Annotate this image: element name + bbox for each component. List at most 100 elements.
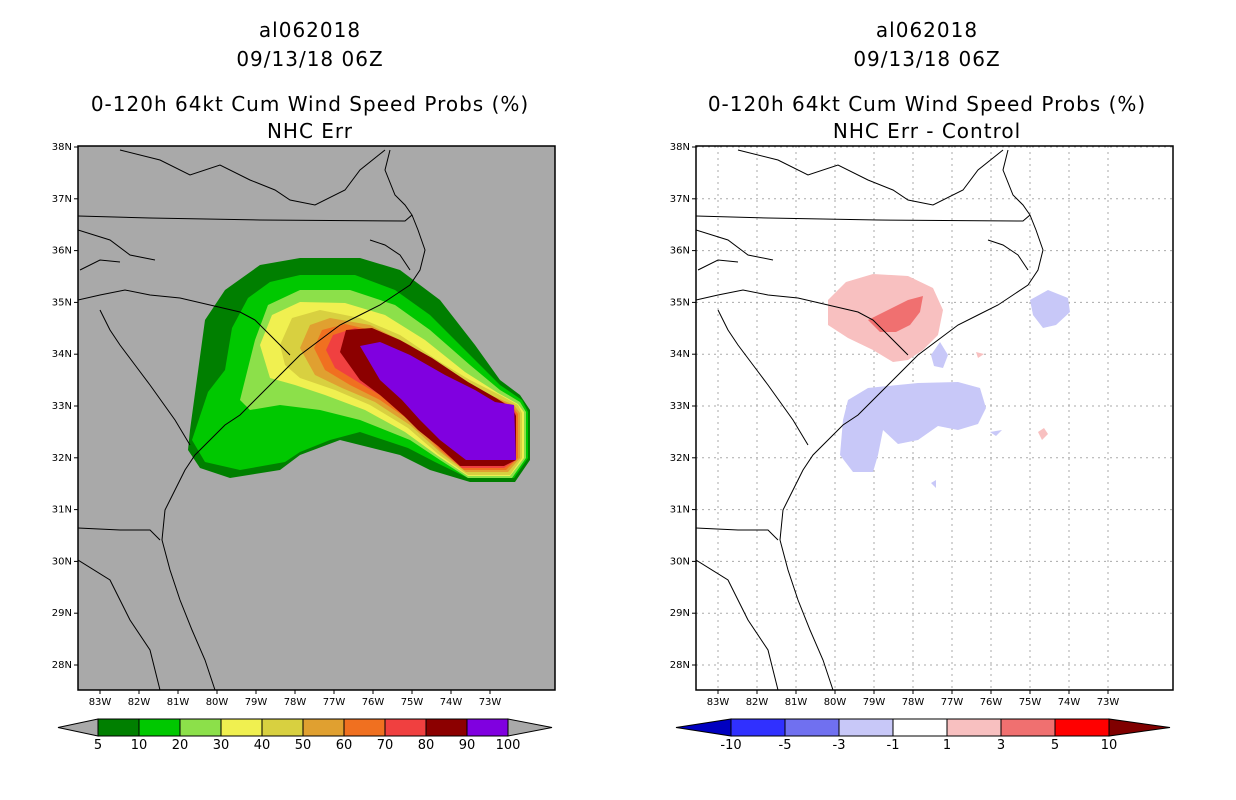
left-lon-label: 80W [206,697,229,708]
left-title-block: al062018 09/13/18 06Z 0-120h 64kt Cum Wi… [30,16,590,146]
left-colorbar-box [302,718,345,737]
left-colorbar-label: 100 [496,738,521,753]
right-colorbar-label: 1 [943,738,951,753]
left-lat-label: 38N [52,142,72,153]
right-lon-label: 75W [1019,697,1042,708]
left-colorbar-box [343,718,386,737]
left-colorbar-box [179,718,222,737]
left-lon-label: 83W [89,697,112,708]
left-lon-label: 79W [245,697,268,708]
left-lon-label: 82W [128,697,151,708]
left-colorbar-label: 30 [213,738,230,753]
right-colorbar-label: 3 [997,738,1005,753]
diff-neg-1c [931,342,948,368]
diff-neg-1a [840,382,986,472]
left-colorbar-label: 10 [131,738,148,753]
left-title-product: 0-120h 64kt Cum Wind Speed Probs (%) [90,92,530,116]
right-lat-label: 32N [670,453,690,464]
left-title-storm: al062018 [258,18,362,42]
left-lon-label: 81W [167,697,190,708]
right-colorbar-label: 10 [1101,738,1118,753]
diff-neg-1e [931,480,936,488]
diff-neg-1d [990,430,1002,436]
left-lon-label: 74W [440,697,463,708]
left-colorbar-label: 5 [94,738,102,753]
left-lon-label: 75W [401,697,424,708]
right-lat-label: 35N [670,297,690,308]
left-lat-label: 33N [52,401,72,412]
left-map: 38N 37N 36N 35N 34N 33N 32N 31N 30N 29N 28N 83W 82W… [52,142,556,753]
right-grid [696,146,1173,690]
left-lon-label: 77W [323,697,346,708]
right-diff-contours [828,274,1070,488]
right-colorbar: -10 -5 -3 -1 1 3 5 10 [675,718,1171,753]
right-map: 38N 37N 36N 35N 34N 33N 32N 31N 30N 29N 28N 83W 82W… [670,142,1174,753]
left-colorbar-box [384,718,427,737]
diff-pos-3 [868,296,923,332]
left-lat-label: 32N [52,453,72,464]
right-colorbar-box [1054,718,1110,737]
left-lon-label: 73W [479,697,502,708]
left-colorbar-under-arrow [57,718,99,737]
diff-pos-small-2 [1038,428,1048,440]
right-lat-axis: 38N 37N 36N 35N 34N 33N 32N 31N 30N 29N 28N [670,142,696,671]
left-colorbar-box [220,718,263,737]
left-lat-label: 34N [52,349,72,360]
left-colorbar-label: 90 [459,738,476,753]
right-title-subtitle: NHC Err - Control [832,119,1022,143]
right-colorbar-label: 5 [1051,738,1059,753]
left-lat-label: 37N [52,194,72,205]
left-colorbar-box [425,718,468,737]
left-title-subtitle: NHC Err [266,119,354,143]
right-lon-axis: 83W 82W 81W 80W 79W 78W 77W 76W 75W 74W 73W [707,690,1120,708]
left-map-frame [77,145,556,691]
diff-neg-1b [1030,290,1070,328]
right-title-storm: al062018 [875,18,979,42]
right-lat-label: 30N [670,556,690,567]
left-colorbar-box [466,718,509,737]
right-colorbar-over-arrow [1108,718,1171,737]
right-colorbar-box [946,718,1002,737]
right-title-product: 0-120h 64kt Cum Wind Speed Probs (%) [707,92,1147,116]
left-prob-contours [188,258,530,482]
right-coastlines [696,149,1044,690]
right-title-block: al062018 09/13/18 06Z 0-120h 64kt Cum Wi… [647,16,1207,146]
right-lat-label: 29N [670,608,690,619]
left-coastlines [78,149,426,690]
right-colorbar-box [784,718,840,737]
right-colorbar-label: -5 [779,738,792,753]
right-colorbar-box [730,718,786,737]
left-colorbar-over-arrow [507,718,553,737]
right-lon-label: 74W [1058,697,1081,708]
left-lat-label: 29N [52,608,72,619]
left-colorbar-label: 40 [254,738,271,753]
right-lon-label: 73W [1097,697,1120,708]
left-colorbar-label: 60 [336,738,353,753]
left-colorbar-label: 80 [418,738,435,753]
right-colorbar-label: -1 [887,738,900,753]
right-lon-label: 77W [941,697,964,708]
right-colorbar-box [1000,718,1056,737]
left-lat-label: 28N [52,660,72,671]
right-lon-label: 76W [980,697,1003,708]
right-lon-label: 79W [863,697,886,708]
left-lon-label: 76W [362,697,385,708]
left-colorbar-box [138,718,181,737]
right-colorbar-box [892,718,948,737]
left-lat-label: 31N [52,505,72,516]
contour-90 [360,342,516,460]
right-lat-label: 28N [670,660,690,671]
left-lon-label: 78W [284,697,307,708]
right-lat-label: 33N [670,401,690,412]
right-colorbar-box [838,718,894,737]
right-lon-label: 78W [902,697,925,708]
right-lon-label: 83W [707,697,730,708]
left-lat-axis: 38N 37N 36N 35N 34N 33N 32N 31N 30N 29N 28N [52,142,78,671]
right-lon-label: 80W [824,697,847,708]
left-colorbar-label: 70 [377,738,394,753]
right-colorbar-under-arrow [675,718,732,737]
right-title-date: 09/13/18 06Z [853,47,1001,71]
right-lat-label: 38N [670,142,690,153]
diff-pos-small-1 [976,352,984,358]
left-colorbar-box [261,718,304,737]
